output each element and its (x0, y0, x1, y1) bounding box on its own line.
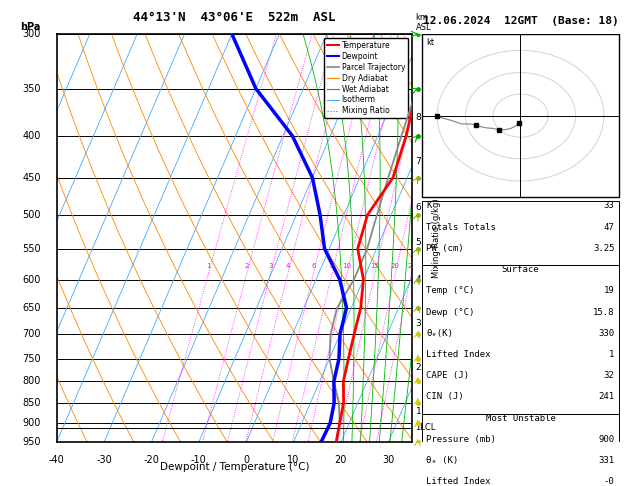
Text: 1: 1 (416, 407, 421, 416)
Text: 5: 5 (416, 238, 421, 247)
Text: 25: 25 (407, 263, 416, 269)
Text: Most Unstable: Most Unstable (486, 414, 555, 423)
Text: PW (cm): PW (cm) (426, 244, 464, 253)
Text: θₑ (K): θₑ (K) (426, 456, 459, 465)
Text: -30: -30 (96, 454, 112, 465)
Text: 20: 20 (391, 263, 399, 269)
Text: 600: 600 (22, 275, 41, 284)
Text: 750: 750 (22, 353, 41, 364)
Text: 8: 8 (416, 113, 421, 122)
Text: 2: 2 (245, 263, 249, 269)
Text: 19: 19 (604, 286, 615, 295)
Text: 33: 33 (604, 201, 615, 210)
Text: kt: kt (426, 38, 435, 47)
Text: 800: 800 (22, 376, 41, 386)
Text: Totals Totals: Totals Totals (426, 223, 496, 232)
Bar (423, 34, 619, 197)
Text: 300: 300 (22, 29, 41, 39)
Text: Lifted Index: Lifted Index (426, 350, 491, 359)
Text: 400: 400 (22, 131, 41, 141)
Text: 12.06.2024  12GMT  (Base: 18): 12.06.2024 12GMT (Base: 18) (423, 16, 618, 26)
Text: 331: 331 (598, 456, 615, 465)
Legend: Temperature, Dewpoint, Parcel Trajectory, Dry Adiabat, Wet Adiabat, Isotherm, Mi: Temperature, Dewpoint, Parcel Trajectory… (324, 38, 408, 119)
Text: 950: 950 (22, 437, 41, 447)
Text: 4: 4 (416, 275, 421, 284)
Text: 6: 6 (416, 203, 421, 212)
Bar (423, 201, 619, 265)
Text: 3.25: 3.25 (593, 244, 615, 253)
Text: 44°13'N  43°06'E  522m  ASL: 44°13'N 43°06'E 522m ASL (133, 11, 335, 24)
Text: K: K (426, 201, 432, 210)
Text: Surface: Surface (502, 265, 539, 274)
Text: 1LCL: 1LCL (416, 423, 436, 433)
Bar (423, 414, 619, 486)
Text: -40: -40 (48, 454, 65, 465)
Text: 0: 0 (243, 454, 249, 465)
Text: 3: 3 (416, 319, 421, 329)
Text: 241: 241 (598, 393, 615, 401)
Text: 47: 47 (604, 223, 615, 232)
Text: 330: 330 (598, 329, 615, 338)
Text: 15: 15 (370, 263, 379, 269)
Text: -20: -20 (143, 454, 159, 465)
Text: 450: 450 (22, 173, 41, 183)
Text: 850: 850 (22, 398, 41, 408)
Text: 20: 20 (335, 454, 347, 465)
Text: 350: 350 (22, 84, 41, 94)
Text: 1: 1 (609, 350, 615, 359)
Text: 500: 500 (22, 210, 41, 220)
Text: Mixing Ratio (g/kg): Mixing Ratio (g/kg) (431, 198, 440, 278)
Text: 1: 1 (206, 263, 211, 269)
Text: hPa: hPa (20, 22, 41, 32)
Text: 650: 650 (22, 303, 41, 313)
X-axis label: Dewpoint / Temperature (°C): Dewpoint / Temperature (°C) (160, 462, 309, 472)
Text: 550: 550 (22, 243, 41, 254)
Text: 15.8: 15.8 (593, 308, 615, 316)
Text: 10: 10 (287, 454, 299, 465)
Text: 3: 3 (268, 263, 273, 269)
Bar (423, 265, 619, 414)
Text: 6: 6 (311, 263, 316, 269)
Text: CIN (J): CIN (J) (426, 393, 464, 401)
Text: km
ASL: km ASL (416, 13, 431, 32)
Text: 10: 10 (342, 263, 352, 269)
Text: 4: 4 (286, 263, 290, 269)
Text: Dewp (°C): Dewp (°C) (426, 308, 475, 316)
Text: Lifted Index: Lifted Index (426, 477, 491, 486)
Text: 700: 700 (22, 329, 41, 339)
Text: Temp (°C): Temp (°C) (426, 286, 475, 295)
Text: -0: -0 (604, 477, 615, 486)
Text: 30: 30 (382, 454, 394, 465)
Text: -10: -10 (191, 454, 207, 465)
Text: Pressure (mb): Pressure (mb) (426, 435, 496, 444)
Text: 7: 7 (416, 157, 421, 166)
Text: 8: 8 (330, 263, 334, 269)
Text: 900: 900 (22, 418, 41, 428)
Text: 900: 900 (598, 435, 615, 444)
Text: θₑ(K): θₑ(K) (426, 329, 454, 338)
Text: 32: 32 (604, 371, 615, 380)
Text: CAPE (J): CAPE (J) (426, 371, 469, 380)
Text: 2: 2 (416, 364, 421, 372)
